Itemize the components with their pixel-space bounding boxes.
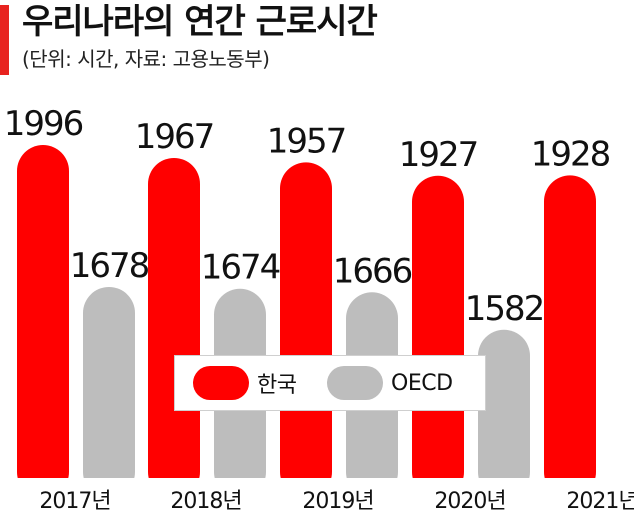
- category-label-4: 2021년: [566, 489, 634, 514]
- bar-korea-3: [412, 175, 464, 498]
- header: 우리나라의 연간 근로시간 (단위: 시간, 자료: 고용노동부): [0, 2, 634, 76]
- value-label-korea-4: 1928: [531, 134, 610, 174]
- value-label-korea-2: 1957: [267, 121, 346, 161]
- chart-title: 우리나라의 연간 근로시간: [22, 2, 378, 42]
- legend-swatch-oecd: [327, 366, 383, 400]
- value-label-korea-1: 1967: [135, 117, 214, 157]
- category-label-0: 2017년: [39, 489, 110, 514]
- value-label-oecd-0: 1678: [70, 246, 149, 286]
- value-label-korea-3: 1927: [399, 135, 478, 175]
- bar-korea-0: [17, 145, 69, 498]
- category-label-3: 2020년: [434, 489, 505, 514]
- title-accent-bar: [0, 5, 9, 75]
- bar-oecd-3: [478, 329, 530, 498]
- value-label-oecd-1: 1674: [201, 248, 280, 288]
- chart-subtitle: (단위: 시간, 자료: 고용노동부): [22, 47, 270, 71]
- value-label-oecd-3: 1582: [465, 289, 544, 329]
- legend: 한국 OECD: [174, 355, 486, 411]
- value-label-oecd-2: 1666: [333, 251, 412, 291]
- category-label-2: 2019년: [302, 489, 373, 514]
- bar-korea-4: [544, 175, 596, 498]
- baseline-mask: [0, 478, 634, 519]
- category-label-1: 2018년: [170, 489, 241, 514]
- legend-item-korea: 한국: [193, 366, 297, 400]
- bar-oecd-0: [83, 286, 135, 498]
- bar-korea-1: [148, 157, 200, 498]
- legend-swatch-korea: [193, 366, 249, 400]
- legend-item-oecd: OECD: [327, 366, 453, 400]
- bar-korea-2: [280, 162, 332, 498]
- legend-label-korea: 한국: [257, 373, 297, 398]
- legend-label-oecd: OECD: [391, 370, 453, 396]
- value-label-korea-0: 1996: [4, 104, 83, 144]
